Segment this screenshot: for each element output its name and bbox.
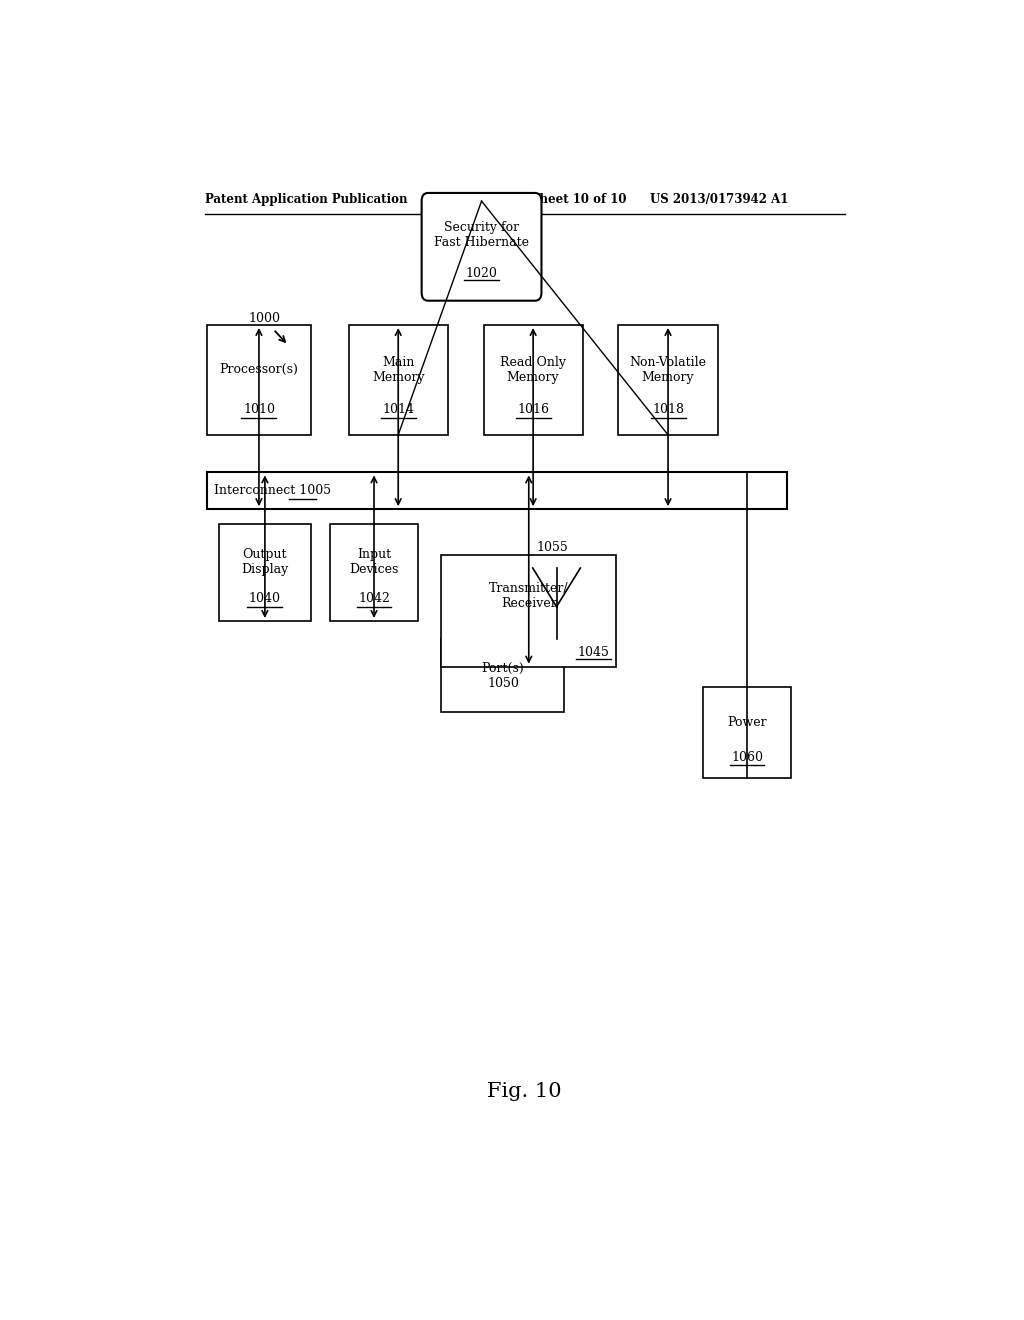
Text: 1016: 1016 [517, 403, 549, 416]
Text: 1018: 1018 [652, 403, 684, 416]
FancyBboxPatch shape [207, 325, 310, 434]
FancyBboxPatch shape [703, 686, 791, 779]
FancyBboxPatch shape [441, 554, 616, 667]
Text: 1060: 1060 [731, 751, 763, 764]
Text: Interconnect 1005: Interconnect 1005 [214, 484, 331, 498]
FancyBboxPatch shape [441, 639, 564, 713]
Text: Read Only
Memory: Read Only Memory [500, 356, 566, 384]
Text: Port(s)
1050: Port(s) 1050 [481, 661, 524, 690]
FancyBboxPatch shape [219, 524, 310, 620]
Text: 1042: 1042 [358, 593, 390, 605]
Text: Sheet 10 of 10: Sheet 10 of 10 [531, 193, 627, 206]
FancyBboxPatch shape [422, 193, 542, 301]
Text: Power: Power [727, 715, 767, 729]
Text: Patent Application Publication: Patent Application Publication [205, 193, 408, 206]
Text: 1010: 1010 [243, 403, 274, 416]
Text: 1045: 1045 [578, 645, 609, 659]
Text: Main
Memory: Main Memory [372, 356, 425, 384]
Text: 1014: 1014 [382, 403, 415, 416]
Text: Processor(s): Processor(s) [219, 363, 298, 376]
Text: Jul. 4, 2013: Jul. 4, 2013 [436, 193, 512, 206]
Text: US 2013/0173942 A1: US 2013/0173942 A1 [650, 193, 788, 206]
Text: Transmitter/
Receiver: Transmitter/ Receiver [488, 582, 568, 610]
FancyBboxPatch shape [207, 473, 786, 510]
FancyBboxPatch shape [331, 524, 418, 620]
Text: 1000: 1000 [249, 313, 281, 326]
Text: Security for
Fast Hibernate: Security for Fast Hibernate [434, 220, 529, 248]
Text: Non-Volatile
Memory: Non-Volatile Memory [630, 356, 707, 384]
FancyBboxPatch shape [348, 325, 447, 434]
Text: 1055: 1055 [537, 541, 568, 554]
Text: Fig. 10: Fig. 10 [487, 1082, 562, 1101]
FancyBboxPatch shape [483, 325, 583, 434]
FancyBboxPatch shape [618, 325, 718, 434]
Text: Input
Devices: Input Devices [349, 548, 398, 577]
Text: 1020: 1020 [466, 267, 498, 280]
Text: 1040: 1040 [249, 593, 281, 605]
Text: Output
Display: Output Display [242, 548, 289, 577]
